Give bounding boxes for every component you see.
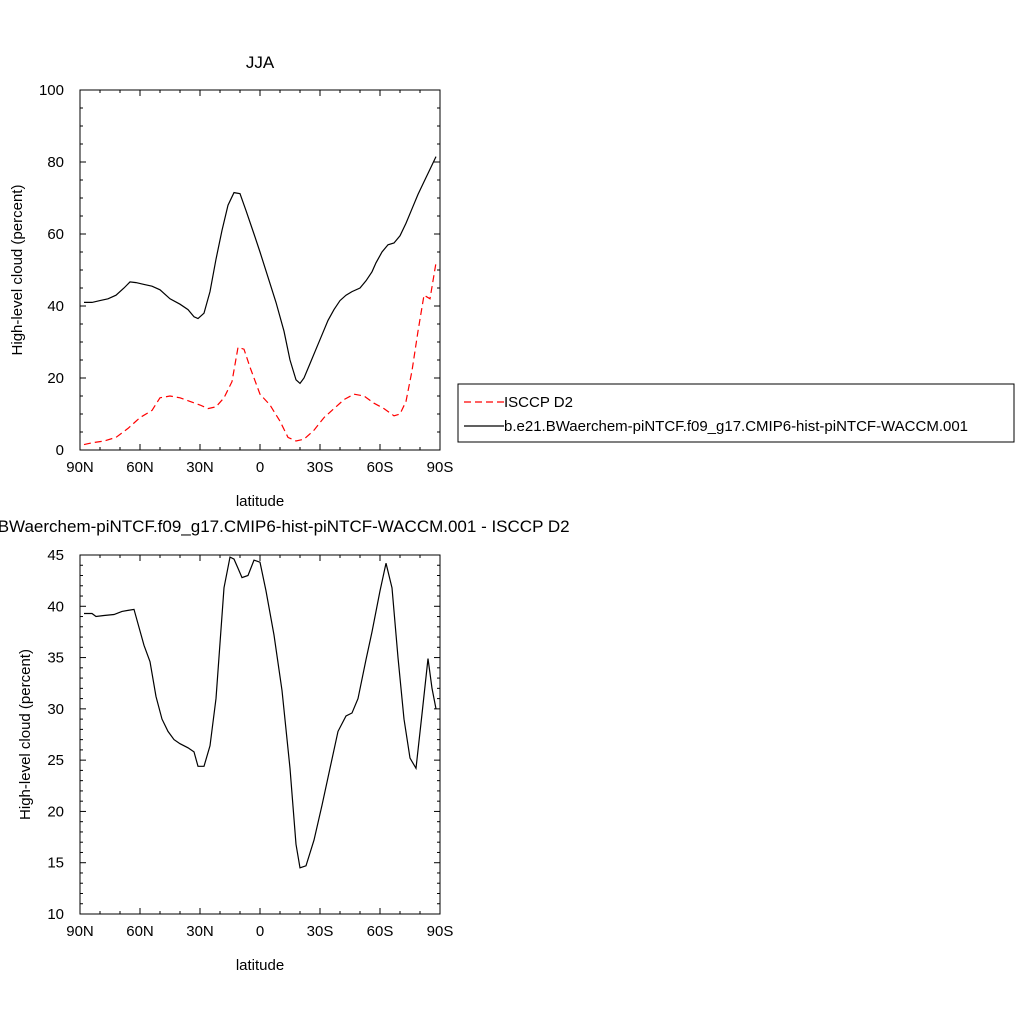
series-line-b-e21-bwaerchem-pintcf-f09-g17-cmip6-hist-pintcf-waccm-001 [84, 156, 437, 385]
chart-1: JJA 90N 60N 30N 0 30S 60S 90S 0 20 40 60 80 100 latitu… [9, 53, 1015, 510]
y-axis-label: High-level cloud (percent) [17, 649, 34, 820]
y-tick-label: 15 [47, 855, 64, 872]
y-axis-label: High-level cloud (percent) [9, 185, 26, 356]
chart-2: b.e21.BWaerchem-piNTCF.f09_g17.CMIP6-his… [0, 517, 570, 974]
x-tick-label: 30S [307, 459, 334, 476]
legend-box [457, 383, 1015, 443]
y-tick-label: 80 [47, 154, 64, 171]
y-tick-label: 40 [47, 298, 64, 315]
x-axis-label: latitude [236, 493, 284, 510]
y-tick-label: 30 [47, 701, 64, 718]
y-tick-label: 20 [47, 803, 64, 820]
chart-title: JJA [246, 53, 275, 72]
x-tick-label: 90S [427, 459, 454, 476]
x-tick-label: 60S [367, 459, 394, 476]
y-tick-label: 45 [47, 547, 64, 564]
x-tick-label: 30S [307, 923, 334, 940]
x-tick-label: 0 [256, 923, 264, 940]
y-tick-label: 40 [47, 598, 64, 615]
series-line-difference [84, 556, 437, 869]
x-tick-label: 60N [126, 459, 154, 476]
x-tick-label: 0 [256, 459, 264, 476]
x-tick-label: 90S [427, 923, 454, 940]
y-tick-label: 0 [56, 442, 64, 459]
y-tick-label: 100 [39, 82, 64, 99]
x-tick-label: 30N [186, 923, 214, 940]
chart-title: b.e21.BWaerchem-piNTCF.f09_g17.CMIP6-his… [0, 517, 570, 536]
legend: ISCCP D2 b.e21.BWaerchem-piNTCF.f09_g17.C… [457, 383, 1015, 443]
plot-frame [79, 89, 441, 451]
x-tick-label: 90N [66, 459, 94, 476]
x-axis-label: latitude [236, 957, 284, 974]
y-tick-label: 35 [47, 650, 64, 667]
y-tick-label: 10 [47, 906, 64, 923]
x-tick-label: 90N [66, 923, 94, 940]
legend-label: ISCCP D2 [504, 394, 573, 411]
x-tick-label: 30N [186, 459, 214, 476]
x-tick-label: 60S [367, 923, 394, 940]
y-tick-label: 60 [47, 226, 64, 243]
legend-label: b.e21.BWaerchem-piNTCF.f09_g17.CMIP6-his… [504, 418, 968, 435]
y-tick-label: 25 [47, 752, 64, 769]
x-tick-label: 60N [126, 923, 154, 940]
series-line-isccp-d2 [83, 262, 437, 446]
y-tick-label: 20 [47, 370, 64, 387]
